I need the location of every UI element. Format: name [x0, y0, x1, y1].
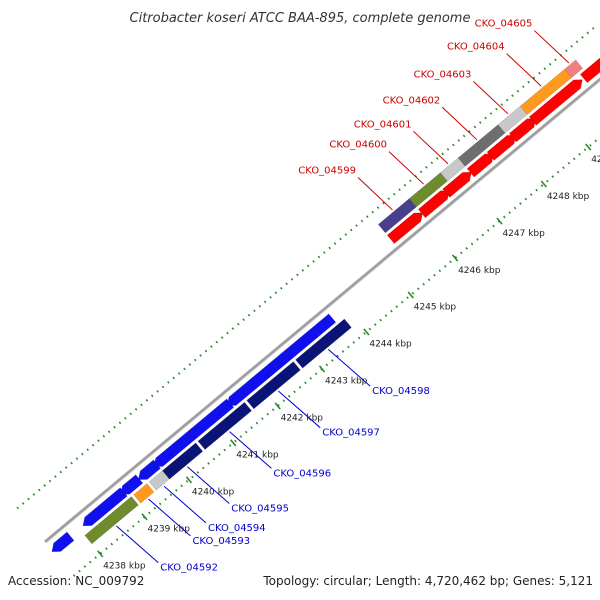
gene-top-leader-1 [388, 151, 424, 185]
gene-bottom-4 [197, 401, 252, 450]
cds-reverse-4 [153, 428, 199, 468]
gene-bottom-leader-0 [116, 525, 159, 564]
gene-top-4 [497, 105, 528, 134]
backbone-line [44, 77, 600, 544]
gene-bottom-label-6: CKO_04598 [372, 386, 430, 397]
gene-bottom-label-5: CKO_04597 [322, 428, 380, 439]
tick-mark-5 [318, 365, 326, 373]
tick-mark-7 [407, 291, 414, 299]
gene-bottom-0 [84, 496, 139, 545]
gene-bottom-label-2: CKO_04594 [208, 523, 266, 534]
gene-top-leader-4 [473, 81, 509, 115]
gene-top-label-2: CKO_04601 [354, 119, 412, 130]
cds-reverse-6 [226, 354, 288, 407]
genome-summary-text: Topology: circular; Length: 4,720,462 bp… [262, 574, 593, 588]
tick-mark-2 [185, 476, 193, 484]
tick-label-8: 4246 kbp [458, 266, 501, 276]
cds-reverse-7 [277, 313, 337, 364]
gene-bottom-label-0: CKO_04592 [160, 563, 218, 574]
gene-bottom-3 [162, 442, 204, 480]
tick-label-0: 4238 kbp [103, 562, 146, 572]
tick-mark-6 [363, 328, 370, 336]
gene-top-leader-3 [441, 106, 478, 141]
gene-bottom-label-1: CKO_04593 [192, 536, 250, 547]
tick-label-4: 4242 kbp [281, 414, 324, 424]
gene-bottom-label-4: CKO_04596 [273, 468, 331, 479]
gene-bottom-leader-3 [187, 466, 230, 504]
gene-top-label-1: CKO_04600 [329, 140, 387, 151]
gene-top-label-5: CKO_04604 [447, 42, 505, 53]
cds-reverse-2 [120, 474, 144, 495]
gene-top-label-4: CKO_04603 [414, 69, 472, 80]
gene-bottom-leader-2 [163, 485, 207, 524]
gene-top-leader-0 [357, 177, 393, 211]
accession-text: Accession: NC_009792 [8, 574, 144, 588]
tick-label-5: 4243 kbp [325, 377, 368, 387]
gene-top-3 [457, 124, 506, 167]
tick-mark-9 [496, 217, 503, 225]
gene-top-label-3: CKO_04602 [383, 95, 441, 106]
cds-reverse-5 [189, 398, 235, 438]
tick-mark-4 [274, 402, 281, 410]
gene-top-label-6: CKO_04605 [475, 19, 533, 30]
cds-forward-7 [579, 57, 600, 84]
upper-dotted-line [16, 26, 595, 510]
gene-top-label-0: CKO_04599 [298, 166, 356, 177]
tick-mark-0 [96, 550, 104, 558]
gene-bottom-1 [133, 483, 155, 504]
gene-top-2 [439, 157, 466, 182]
gene-bottom-5 [246, 361, 301, 410]
cds-tracks [51, 57, 600, 553]
tick-label-10: 4248 kbp [547, 192, 590, 202]
map-title: Citrobacter koseri ATCC BAA-895, complet… [130, 11, 471, 26]
gene-top-6 [564, 59, 584, 78]
genome-backbone [44, 77, 600, 544]
tick-mark-10 [540, 180, 548, 188]
tick-mark-8 [451, 254, 459, 262]
gene-tracks [84, 59, 584, 545]
gene-bottom-leader-1 [148, 498, 191, 537]
tick-mark-1 [141, 513, 148, 521]
tick-mark-11 [585, 143, 592, 151]
backbone-highlight [46, 81, 600, 544]
cds-reverse-0 [51, 531, 75, 553]
gene-bottom-2 [148, 470, 170, 491]
gene-bottom-leader-4 [229, 431, 272, 469]
tick-mark-3 [230, 439, 237, 447]
tick-label-7: 4245 kbp [414, 303, 457, 313]
tick-label-6: 4244 kbp [369, 340, 412, 350]
tick-label-9: 4247 kbp [502, 229, 545, 239]
gene-top-leader-6 [534, 30, 570, 64]
gene-bottom-label-3: CKO_04595 [231, 503, 289, 514]
tick-label-11: 4249 kbp [591, 155, 600, 165]
cds-reverse-1 [82, 487, 128, 527]
tick-label-1: 4239 kbp [148, 525, 191, 535]
cds-forward-0 [386, 212, 424, 245]
gene-bottom-leader-6 [327, 349, 371, 387]
gene-bottom-6 [295, 318, 352, 369]
tick-label-2: 4240 kbp [192, 488, 235, 498]
gene-labels: CKO_04599 CKO_04600 CKO_04601 CKO_04602 CKO_… [116, 19, 570, 574]
cds-forward-6 [528, 79, 583, 126]
gene-top-leader-5 [506, 53, 542, 87]
cds-forward-2 [442, 171, 472, 198]
gene-top-leader-2 [413, 130, 449, 165]
gene-bottom-leader-5 [278, 390, 321, 429]
